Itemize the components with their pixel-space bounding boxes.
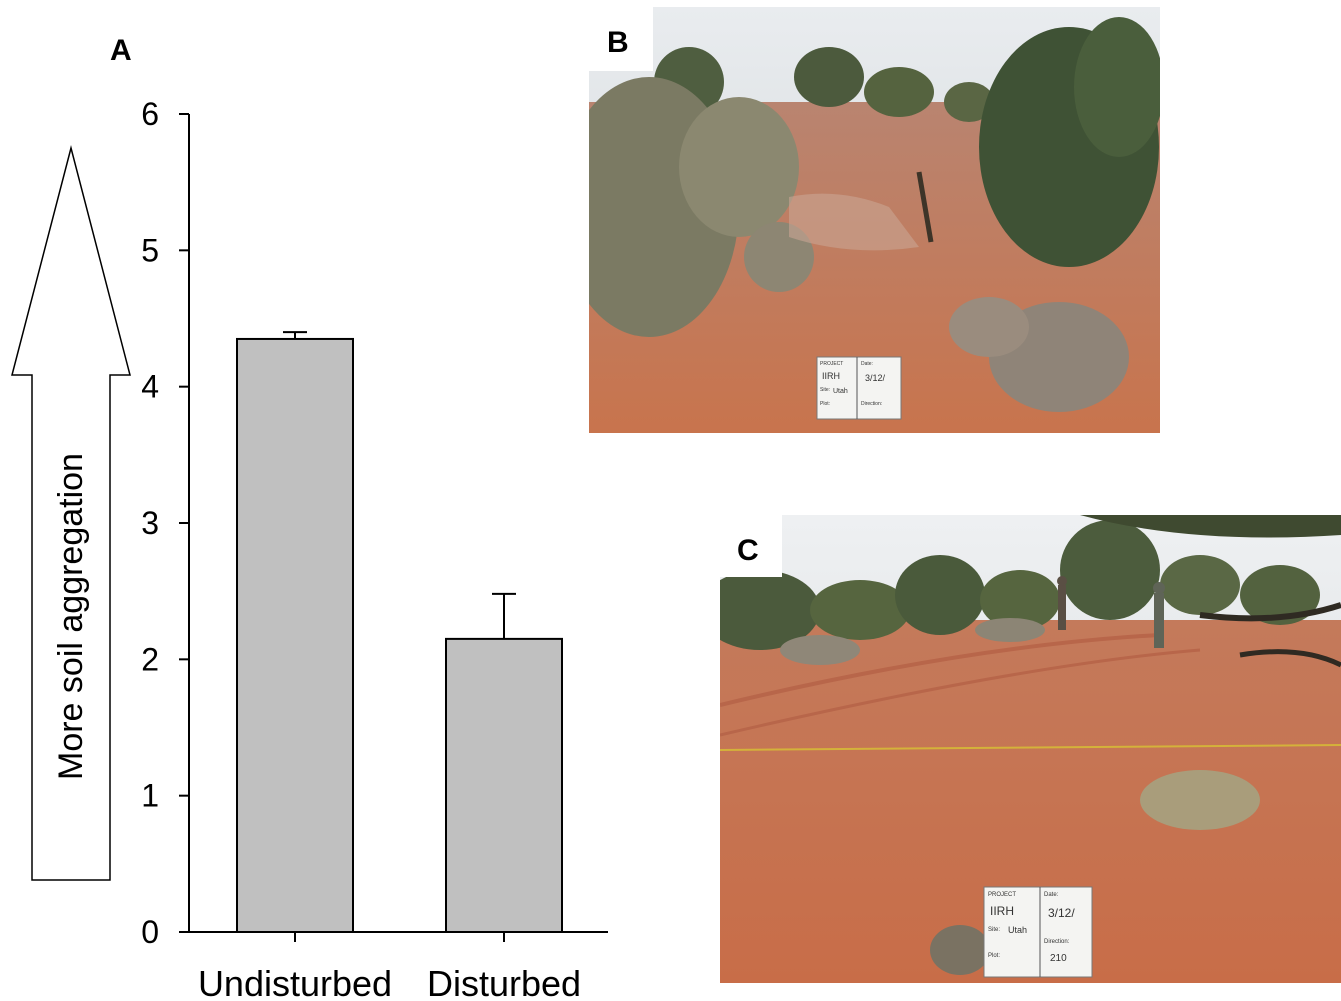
y-tick-label: 0 [141, 914, 159, 950]
sign-text: 3/12/ [865, 373, 886, 383]
sign-text: Date: [1044, 892, 1059, 898]
panel-label-c: C [737, 534, 759, 567]
sign-text: Direction: [861, 401, 882, 407]
sign-text: IIRH [990, 904, 1014, 918]
upward-arrow-icon [11, 145, 131, 881]
sign-text: IIRH [822, 371, 840, 381]
sign-text: Direction: [1044, 939, 1070, 945]
sign-text: Plot: [820, 401, 830, 407]
bar-undisturbed [236, 337, 354, 933]
sign-text: Site: [988, 927, 1000, 933]
sign-text: PROJECT [988, 892, 1016, 898]
sign-text: 210 [1050, 953, 1067, 964]
x-category-label: Disturbed [427, 963, 581, 1001]
sign-text: PROJECT [820, 361, 843, 367]
plot-sign-text: PROJECT Date: IIRH 3/12/Site: Utah Plot: Direc… [988, 892, 1075, 964]
y-tick-label: 4 [141, 369, 159, 405]
panel-label-a: A [110, 34, 132, 67]
y-tick-label: 5 [141, 232, 159, 268]
x-category-label: Undisturbed [198, 963, 392, 1001]
sign-text: Utah [833, 388, 848, 395]
sign-text: Utah [1008, 925, 1027, 935]
plot-sign [983, 886, 1093, 978]
sign-text: Date: [861, 361, 873, 367]
x-labels: Undisturbed Disturbed [198, 932, 581, 1001]
sign-text: Plot: [988, 953, 1000, 959]
arrow-label: More soil aggregation [52, 453, 90, 780]
y-ticks: 0 1 2 3 4 5 6 [141, 96, 189, 950]
bars [236, 331, 563, 934]
sign-text: 3/12/ [1048, 906, 1075, 920]
photo-b: PROJECT Date: IIRH 3/12/Site: Utah Plot: Direc… [589, 7, 1160, 433]
y-tick-label: 3 [141, 505, 159, 541]
plot-sign [816, 356, 902, 420]
panel-label-b: B [607, 26, 629, 59]
photo-c: PROJECT Date: IIRH 3/12/Site: Utah Plot: Direc… [720, 515, 1341, 983]
sign-text: Site: [820, 387, 830, 393]
y-tick-label: 6 [141, 96, 159, 132]
photo-c-landscape: PROJECT Date: IIRH 3/12/Site: Utah Plot: Direc… [720, 515, 1341, 983]
y-tick-label: 1 [141, 778, 159, 814]
y-tick-label: 2 [141, 641, 159, 677]
bar-disturbed [445, 637, 563, 934]
